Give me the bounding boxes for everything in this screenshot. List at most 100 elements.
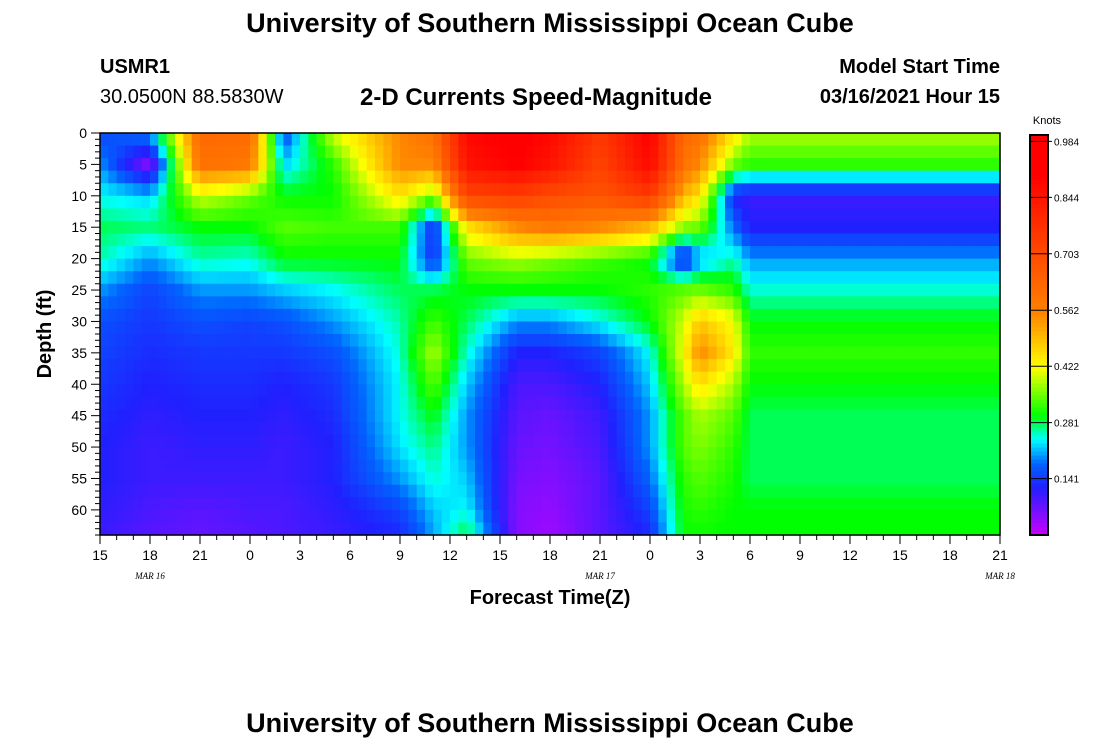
heatmap-cell (608, 321, 618, 335)
heatmap-cell (816, 183, 826, 197)
heatmap-cell (400, 158, 409, 172)
heatmap-cell (600, 170, 609, 184)
heatmap-cell (541, 195, 551, 209)
heatmap-cell (208, 334, 218, 348)
heatmap-cell (316, 421, 326, 436)
heatmap-cell (608, 447, 618, 461)
heatmap-cell (316, 208, 326, 222)
heatmap-cell (725, 434, 734, 448)
heatmap-cell (908, 246, 918, 260)
heatmap-cell (291, 396, 301, 410)
heatmap-cell (291, 522, 301, 536)
heatmap-cell (925, 158, 934, 172)
heatmap-cell (391, 396, 401, 410)
heatmap-cell (825, 145, 834, 159)
heatmap-cell (791, 459, 801, 473)
heatmap-cell (541, 484, 551, 498)
heatmap-cell (916, 283, 926, 297)
heatmap-cell (833, 233, 843, 247)
heatmap-cell (683, 522, 693, 536)
heatmap-cell (575, 346, 584, 360)
heatmap-cell (583, 409, 593, 423)
heatmap-cell (316, 158, 326, 172)
heatmap-cell (325, 233, 334, 247)
heatmap-cell (341, 484, 351, 498)
heatmap-cell (491, 283, 501, 297)
heatmap-cell (933, 334, 943, 348)
heatmap-cell (491, 384, 501, 398)
heatmap-cell (475, 384, 484, 398)
heatmap-cell (925, 346, 934, 360)
heatmap-cell (825, 509, 834, 524)
heatmap-cell (283, 195, 293, 209)
heatmap-cell (100, 421, 109, 436)
heatmap-cell (833, 396, 843, 410)
heatmap-cell (600, 233, 609, 247)
heatmap-cell (575, 208, 584, 222)
heatmap-cell (266, 308, 276, 323)
heatmap-cell (741, 509, 751, 524)
heatmap-cell (483, 484, 493, 498)
heatmap-cell (958, 359, 968, 373)
heatmap-cell (900, 346, 909, 360)
heatmap-cell (583, 384, 593, 398)
heatmap-cell (408, 296, 418, 310)
heatmap-cell (691, 472, 701, 486)
heatmap-cell (625, 497, 634, 511)
heatmap-cell (950, 396, 959, 410)
heatmap-cell (691, 170, 701, 184)
heatmap-cell (466, 409, 476, 423)
heatmap-cell (616, 459, 626, 473)
heatmap-cell (216, 346, 226, 360)
heatmap-cell (883, 220, 893, 235)
heatmap-cell (650, 509, 659, 524)
heatmap-cell (533, 283, 543, 297)
heatmap-cell (275, 409, 284, 423)
heatmap-cell (358, 371, 368, 385)
heatmap-cell (583, 522, 593, 536)
heatmap-cell (283, 509, 293, 524)
heatmap-cell (375, 258, 384, 272)
heatmap-cell (216, 522, 226, 536)
heatmap-cell (258, 396, 268, 410)
heatmap-cell (708, 484, 718, 498)
heatmap-cell (658, 158, 668, 172)
heatmap-cell (175, 421, 184, 436)
heatmap-cell (116, 308, 126, 323)
heatmap-cell (900, 359, 909, 373)
heatmap-cell (583, 283, 593, 297)
heatmap-cell (183, 133, 193, 147)
heatmap-cell (600, 283, 609, 297)
heatmap-cell (158, 484, 168, 498)
heatmap-cell (250, 208, 259, 222)
heatmap-cell (950, 246, 959, 260)
heatmap-cell (358, 208, 368, 222)
heatmap-cell (658, 472, 668, 486)
heatmap-cell (458, 321, 468, 335)
heatmap-cell (116, 271, 126, 285)
heatmap-cell (933, 133, 943, 147)
heatmap-cell (358, 170, 368, 184)
colorbar-segment (1030, 455, 1048, 460)
heatmap-cell (808, 459, 818, 473)
heatmap-cell (550, 359, 559, 373)
heatmap-cell (750, 158, 759, 172)
heatmap-cell (983, 296, 993, 310)
heatmap-cell (375, 296, 384, 310)
heatmap-cell (133, 384, 143, 398)
x-date-label: MAR 17 (584, 571, 615, 581)
heatmap-cell (900, 384, 909, 398)
heatmap-cell (708, 409, 718, 423)
heatmap-cell (816, 145, 826, 159)
heatmap-cell (416, 359, 426, 373)
heatmap-cell (625, 409, 634, 423)
heatmap-cell (875, 434, 884, 448)
heatmap-cell (941, 447, 951, 461)
heatmap-cell (466, 208, 476, 222)
heatmap-cell (208, 321, 218, 335)
colorbar-segment (1030, 383, 1048, 388)
heatmap-cell (933, 145, 943, 159)
heatmap-cell (808, 371, 818, 385)
heatmap-cell (516, 421, 526, 436)
heatmap-cell (116, 421, 126, 436)
